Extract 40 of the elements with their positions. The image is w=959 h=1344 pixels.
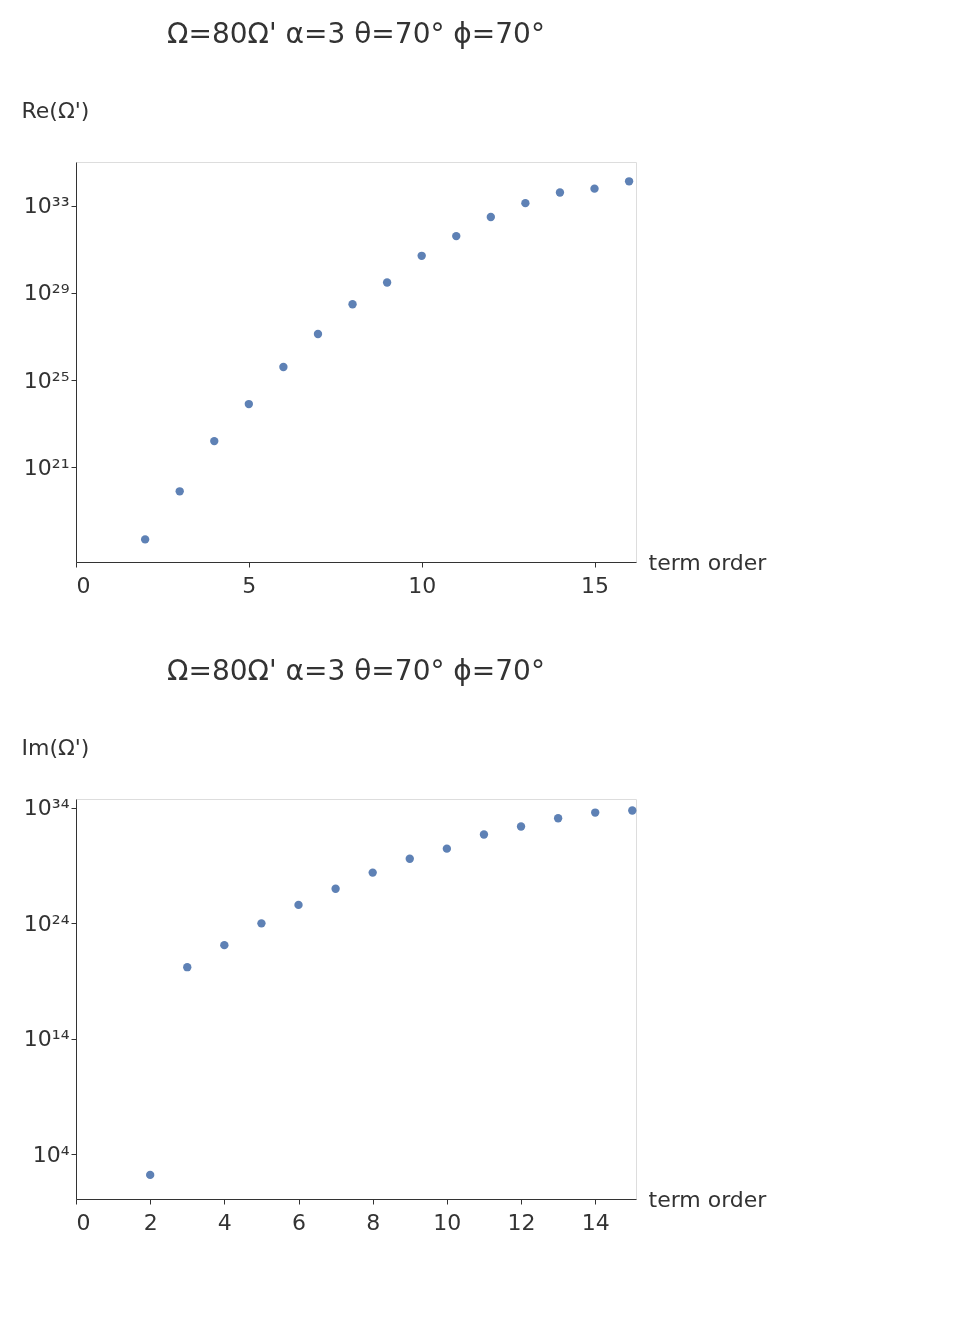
point [183, 963, 192, 972]
point [553, 814, 563, 823]
point [257, 919, 266, 928]
point [331, 884, 340, 893]
x-tick-label: 14 [581, 1209, 610, 1235]
y-tick-label: 10²⁹ [23, 280, 70, 306]
x-tick-label: 12 [507, 1209, 536, 1235]
x-tick-label: 8 [366, 1209, 381, 1235]
x-tick-label: 15 [581, 572, 610, 598]
x-tick-label: 0 [76, 572, 91, 598]
y-tick-label: 10²⁴ [23, 910, 70, 936]
point [368, 868, 377, 877]
y-tick-label: 10³⁴ [23, 795, 70, 821]
x-tick-label: 5 [242, 572, 257, 598]
x-axis-title: term order [648, 549, 768, 575]
point [145, 1170, 155, 1180]
point [442, 844, 452, 853]
point [220, 940, 229, 950]
x-axis-title: term order [648, 1186, 768, 1212]
point [405, 854, 414, 863]
point [628, 806, 637, 815]
point [591, 808, 600, 817]
y-tick-label: 10⁴ [32, 1141, 70, 1167]
x-tick-label: 2 [143, 1209, 158, 1235]
chart-title: Ω=80Ω' α=3 θ=70° ϕ=70° [167, 654, 545, 687]
y-tick-label: 10²⁵ [23, 367, 70, 393]
point [294, 900, 303, 910]
x-tick-label: 0 [76, 1209, 91, 1235]
x-tick-label: 10 [408, 572, 437, 598]
point [516, 822, 526, 831]
x-tick-label: 4 [217, 1209, 232, 1235]
x-tick-label: 10 [433, 1209, 462, 1235]
y-tick-label: 10²¹ [23, 454, 70, 480]
point [479, 830, 489, 839]
x-tick-label: 6 [292, 1209, 307, 1235]
y-axis-title: Im(Ω') [21, 734, 90, 760]
chart-title: Ω=80Ω' α=3 θ=70° ϕ=70° [167, 17, 545, 50]
y-axis-title: Re(Ω') [21, 97, 90, 123]
y-tick-label: 10¹⁴ [23, 1026, 70, 1052]
y-tick-label: 10³³ [23, 193, 70, 219]
